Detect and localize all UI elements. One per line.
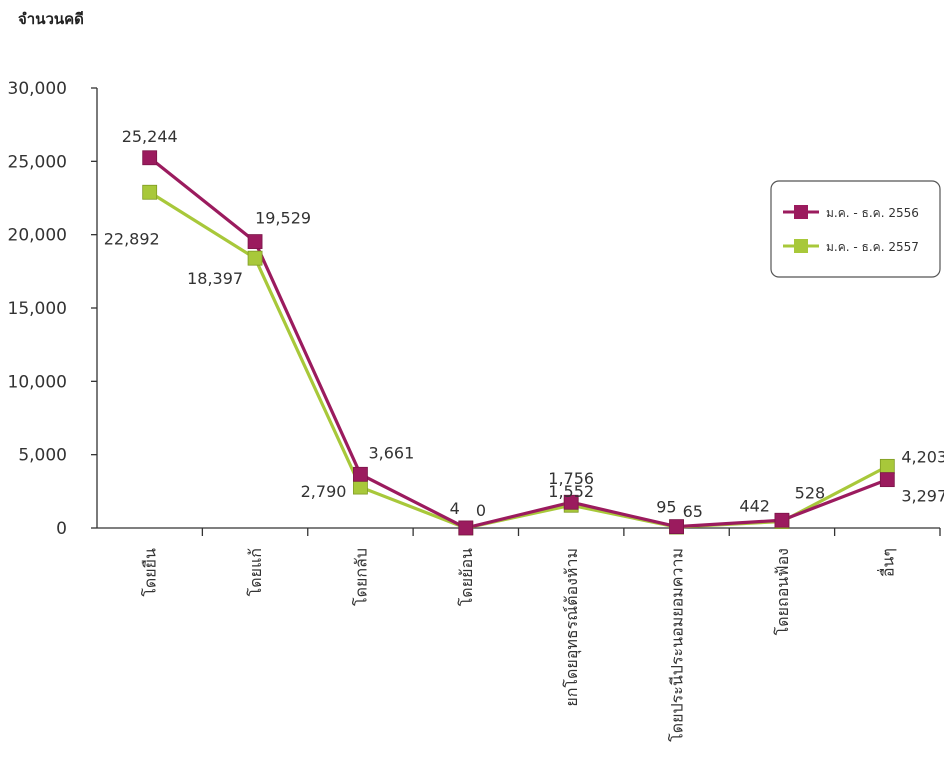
series-2-data-label: 18,397	[187, 269, 243, 288]
series-1-point	[247, 234, 263, 249]
series-1-data-label: 528	[795, 483, 826, 502]
series-1-point	[142, 150, 158, 166]
x-category-label: ยกโดยอุทธรณ์ต้องห้าม	[562, 548, 582, 707]
y-tick-label: 20,000	[8, 226, 67, 246]
series-2-data-label: 2,790	[301, 482, 347, 501]
y-tick-label: 0	[56, 519, 67, 539]
y-tick-label: 30,000	[8, 79, 67, 99]
series-1-data-label: 95	[656, 498, 676, 517]
series-layer	[142, 150, 895, 536]
series-1-data-label: 3,661	[368, 443, 414, 462]
series-2-data-label: 442	[739, 497, 770, 516]
series-1-point	[669, 519, 684, 535]
y-tick-label: 25,000	[8, 152, 67, 172]
series-1-data-label: 19,529	[255, 209, 311, 228]
series-1-point	[563, 494, 579, 510]
y-tick-label: 10,000	[8, 372, 67, 392]
series-2-point	[247, 250, 263, 266]
x-category-label: โดยถอนฟ้อง	[773, 548, 792, 635]
axes: 0 5,000 10,000 15,000 20,000 25,000 30,000 โดยย…	[8, 79, 941, 742]
data-labels: 25,244 19,529 3,661 4 1,756 95 528 3,297 22,892 1…	[104, 127, 944, 521]
series-1-data-label: 1,756	[548, 469, 594, 488]
legend-box	[770, 180, 941, 278]
series-1-data-label: 4	[450, 499, 460, 518]
series-1-data-label: 3,297	[901, 487, 944, 506]
x-category-label: โดยย้อน	[457, 548, 476, 606]
series-1-point	[774, 512, 790, 528]
y-axis-title: จำนวนคดี	[18, 10, 84, 28]
series-2-point	[142, 184, 158, 200]
x-category-label: โดยยืน	[141, 548, 160, 597]
series-1-data-label: 25,244	[122, 127, 178, 146]
series-2-data-label: 1,552	[548, 482, 594, 501]
x-category-label: อื่นๆ	[876, 548, 897, 577]
series-line-1	[148, 156, 888, 530]
y-tick-label: 5,000	[18, 446, 67, 466]
series-2-data-label: 65	[683, 502, 703, 521]
series-1-point	[458, 520, 474, 536]
x-category-label: โดยกลับ	[351, 548, 370, 606]
legend-marker-1	[794, 205, 808, 219]
legend-label-2: ม.ค. - ธ.ค. 2557	[826, 240, 919, 254]
x-category-label: โดยประนีประนอมยอมความ	[668, 548, 687, 742]
y-tick-label: 15,000	[8, 299, 67, 319]
series-2-data-label: 0	[476, 501, 486, 520]
series-1-point	[353, 466, 368, 482]
legend: ม.ค. - ธ.ค. 2556 ม.ค. - ธ.ค. 2557	[770, 180, 941, 278]
x-category-label: โดยแก้	[246, 548, 265, 596]
legend-label-1: ม.ค. - ธ.ค. 2556	[826, 206, 919, 220]
series-2-data-label: 22,892	[104, 229, 160, 248]
series-1-point	[879, 472, 895, 488]
series-2-data-label: 4,203	[901, 447, 944, 466]
series-2-point	[353, 479, 368, 495]
series-2-point	[879, 458, 895, 474]
legend-marker-2	[794, 239, 808, 253]
